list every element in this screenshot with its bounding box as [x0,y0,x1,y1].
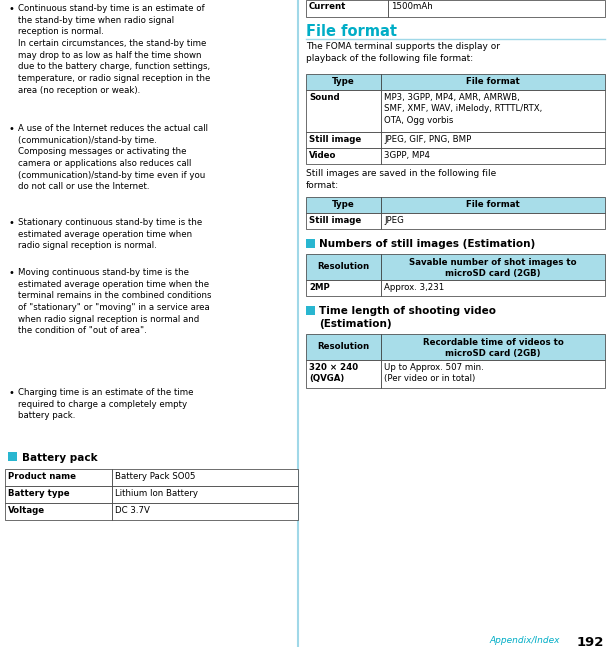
Bar [306,0,388,17]
Text: 3GPP, MP4: 3GPP, MP4 [384,151,430,160]
Text: Stationary continuous stand-by time is the
estimated average operation time when: Stationary continuous stand-by time is t… [18,218,203,250]
Text: Appendix/Index: Appendix/Index [489,636,560,645]
Text: Lithium Ion Battery: Lithium Ion Battery [115,489,198,498]
Text: Battery Pack SO05: Battery Pack SO05 [115,472,195,481]
Text: Approx. 3,231: Approx. 3,231 [384,283,444,292]
Bar [306,213,381,229]
Bar [306,197,381,213]
Text: Voltage: Voltage [8,506,45,515]
Text: Time length of shooting video
(Estimation): Time length of shooting video (Estimatio… [319,306,496,329]
Text: Battery type: Battery type [8,489,70,498]
Text: Sound: Sound [309,93,340,102]
Text: Product name: Product name [8,472,76,481]
Text: Recordable time of videos to
microSD card (2GB): Recordable time of videos to microSD car… [423,338,564,358]
Bar [112,503,298,520]
Text: Up to Approx. 507 min.
(Per video or in total): Up to Approx. 507 min. (Per video or in … [384,363,484,384]
Bar [306,254,381,280]
Text: File format: File format [306,24,397,39]
Bar [306,239,315,248]
Text: •: • [8,218,14,228]
Bar [381,197,605,213]
Bar [5,503,112,520]
Text: •: • [8,4,14,14]
Text: 320 × 240
(QVGA): 320 × 240 (QVGA) [309,363,358,384]
Bar [5,486,112,503]
Bar [8,452,17,461]
Text: Resolution: Resolution [317,342,369,351]
Text: JPEG, GIF, PNG, BMP: JPEG, GIF, PNG, BMP [384,135,472,144]
Text: 192: 192 [576,636,604,647]
Text: Current: Current [309,2,346,11]
Text: JPEG: JPEG [384,216,404,225]
Bar [112,486,298,503]
Bar [306,90,381,132]
Text: Numbers of still images (Estimation): Numbers of still images (Estimation) [319,239,535,249]
Text: •: • [8,268,14,278]
Text: Battery pack: Battery pack [22,453,98,463]
Text: Moving continuous stand-by time is the
estimated average operation time when the: Moving continuous stand-by time is the e… [18,268,212,335]
Bar [381,213,605,229]
Text: •: • [8,124,14,134]
Text: Still images are saved in the following file
format:: Still images are saved in the following … [306,169,497,190]
Bar [381,148,605,164]
Text: Type: Type [332,200,354,209]
Bar [381,280,605,296]
Bar [381,334,605,360]
Bar [381,90,605,132]
Bar [306,334,381,360]
Bar [388,0,605,17]
Text: File format: File format [466,77,520,86]
Text: 2MP: 2MP [309,283,330,292]
Text: •: • [8,388,14,398]
Bar [306,306,315,315]
Bar [381,254,605,280]
Text: Video: Video [309,151,337,160]
Text: MP3, 3GPP, MP4, AMR, AMRWB,
SMF, XMF, WAV, iMelody, RTTTL/RTX,
OTA, Ogg vorbis: MP3, 3GPP, MP4, AMR, AMRWB, SMF, XMF, WA… [384,93,542,125]
Bar [306,148,381,164]
Bar [306,74,381,90]
Text: 1500mAh: 1500mAh [391,2,432,11]
Text: Resolution: Resolution [317,262,369,271]
Bar [112,469,298,486]
Bar [5,469,112,486]
Bar [381,132,605,148]
Text: Type: Type [332,77,354,86]
Text: The FOMA terminal supports the display or
playback of the following file format:: The FOMA terminal supports the display o… [306,42,500,63]
Text: Charging time is an estimate of the time
required to charge a completely empty
b: Charging time is an estimate of the time… [18,388,193,421]
Bar [306,360,381,388]
Bar [381,74,605,90]
Bar [306,132,381,148]
Text: Still image: Still image [309,216,361,225]
Bar [306,280,381,296]
Bar [381,360,605,388]
Text: A use of the Internet reduces the actual call
(communication)/stand-by time.
Com: A use of the Internet reduces the actual… [18,124,208,192]
Text: Continuous stand-by time is an estimate of
the stand-by time when radio signal
r: Continuous stand-by time is an estimate … [18,4,210,94]
Text: File format: File format [466,200,520,209]
Text: DC 3.7V: DC 3.7V [115,506,150,515]
Text: Still image: Still image [309,135,361,144]
Text: Savable number of shot images to
microSD card (2GB): Savable number of shot images to microSD… [409,258,577,278]
